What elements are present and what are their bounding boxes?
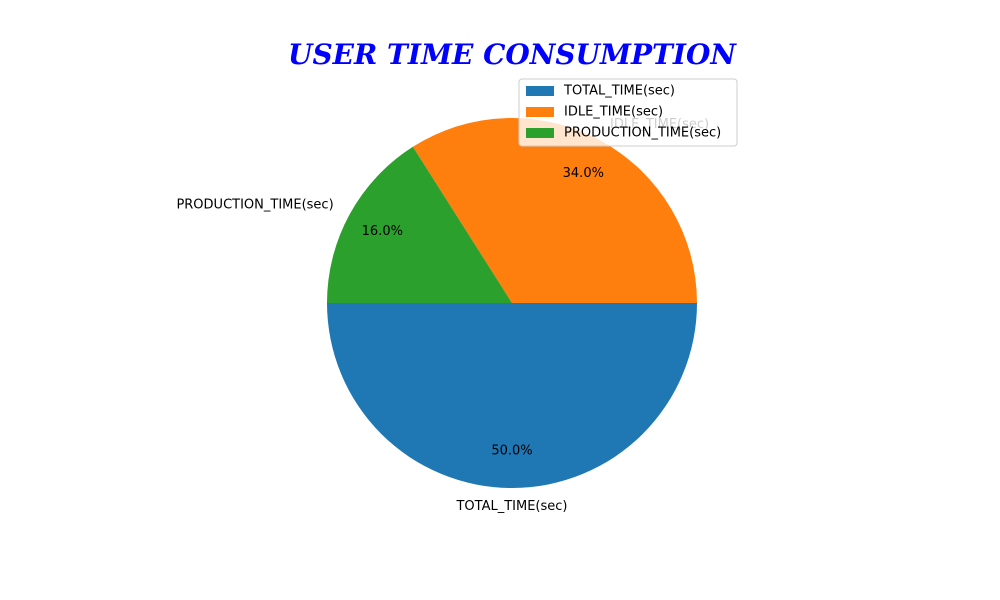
slice-label-production-time-sec: PRODUCTION_TIME(sec) <box>176 197 333 212</box>
legend-swatch-total-time-sec <box>526 86 554 96</box>
chart-title: USER TIME CONSUMPTION <box>288 38 737 71</box>
legend-swatch-production-time-sec <box>526 128 554 138</box>
legend-label-total-time-sec: TOTAL_TIME(sec) <box>563 84 675 99</box>
pct-label-total-time-sec: 50.0% <box>491 444 532 459</box>
legend-frame <box>518 78 738 147</box>
pie-slice-production-time-sec <box>327 146 512 303</box>
pie-slice-idle-time-sec <box>412 117 697 303</box>
legend-swatch-idle-time-sec <box>526 107 554 117</box>
legend-label-production-time-sec: PRODUCTION_TIME(sec) <box>564 126 721 141</box>
slice-label-total-time-sec: TOTAL_TIME(sec) <box>455 499 567 514</box>
legend-label-idle-time-sec: IDLE_TIME(sec) <box>564 105 663 120</box>
pct-label-production-time-sec: 16.0% <box>362 224 403 239</box>
chart-legend: TOTAL_TIME(sec) IDLE_TIME(sec) PRODUCTION_… <box>518 78 738 147</box>
pie-slices <box>327 117 697 488</box>
pct-label-idle-time-sec: 34.0% <box>563 166 604 181</box>
pie-slice-total-time-sec <box>327 303 697 488</box>
